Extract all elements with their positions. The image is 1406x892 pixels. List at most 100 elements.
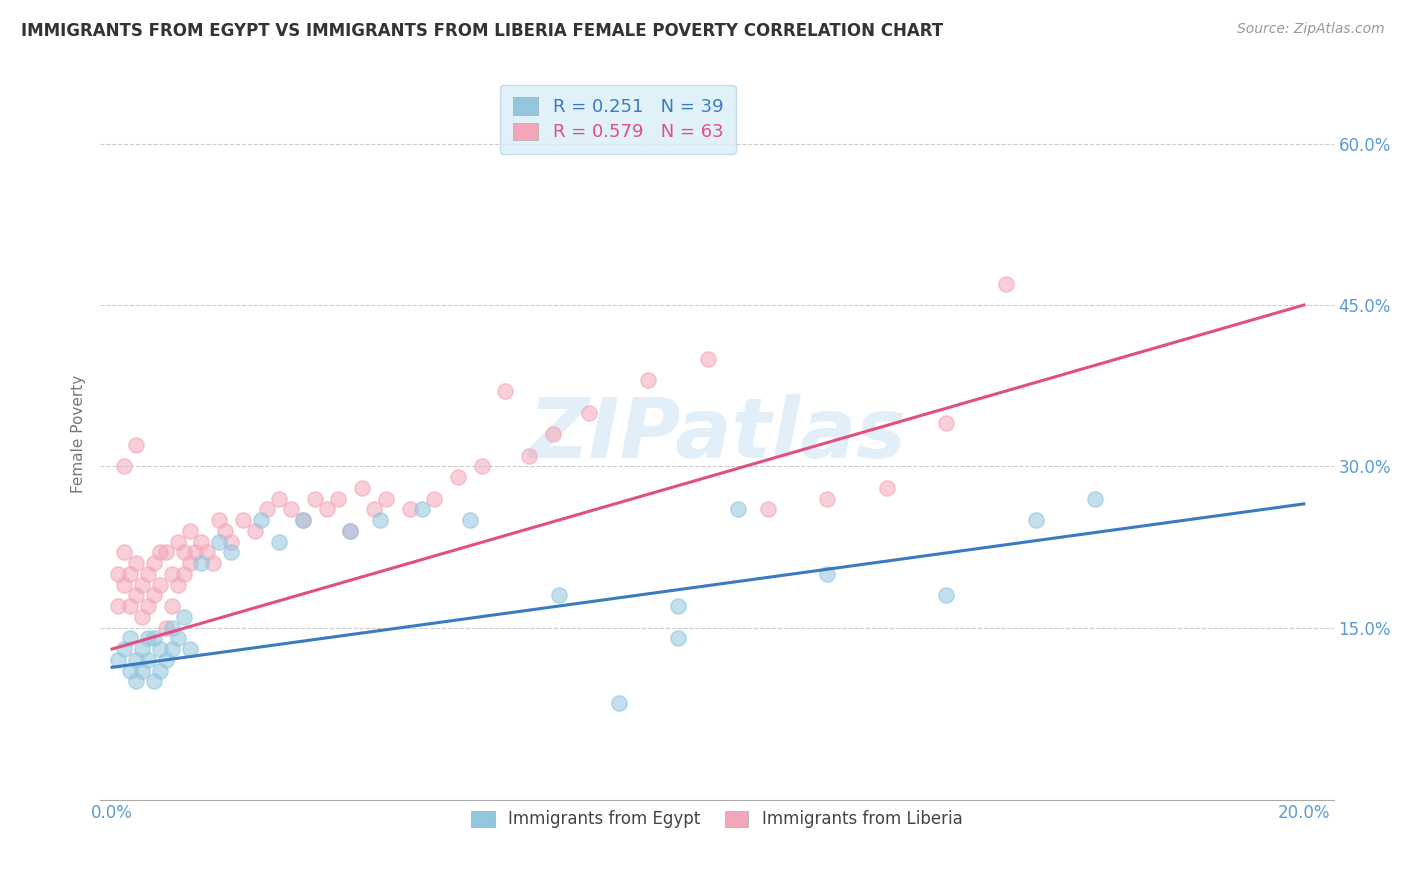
- Point: [202, 556, 225, 570]
- Point: [160, 599, 183, 613]
- Point: [131, 664, 153, 678]
- Point: [136, 653, 159, 667]
- Text: Source: ZipAtlas.com: Source: ZipAtlas.com: [1237, 22, 1385, 37]
- Point: [458, 513, 481, 527]
- Point: [112, 545, 135, 559]
- Point: [637, 373, 659, 387]
- Legend: Immigrants from Egypt, Immigrants from Liberia: Immigrants from Egypt, Immigrants from L…: [464, 804, 969, 835]
- Point: [756, 502, 779, 516]
- Point: [363, 502, 385, 516]
- Point: [208, 513, 231, 527]
- Point: [339, 524, 361, 538]
- Point: [494, 384, 516, 398]
- Point: [697, 351, 720, 366]
- Point: [112, 642, 135, 657]
- Point: [876, 481, 898, 495]
- Point: [935, 417, 957, 431]
- Point: [368, 513, 391, 527]
- Point: [131, 642, 153, 657]
- Text: ZIPatlas: ZIPatlas: [527, 393, 905, 475]
- Point: [232, 513, 254, 527]
- Point: [107, 566, 129, 581]
- Point: [815, 491, 838, 506]
- Point: [399, 502, 422, 516]
- Point: [280, 502, 302, 516]
- Y-axis label: Female Poverty: Female Poverty: [72, 375, 86, 493]
- Point: [541, 427, 564, 442]
- Point: [267, 534, 290, 549]
- Point: [214, 524, 236, 538]
- Point: [173, 609, 195, 624]
- Point: [107, 599, 129, 613]
- Point: [935, 588, 957, 602]
- Point: [142, 556, 165, 570]
- Point: [447, 470, 470, 484]
- Point: [304, 491, 326, 506]
- Point: [179, 642, 201, 657]
- Point: [173, 566, 195, 581]
- Point: [155, 653, 177, 667]
- Point: [166, 632, 188, 646]
- Point: [155, 545, 177, 559]
- Point: [328, 491, 350, 506]
- Point: [136, 632, 159, 646]
- Point: [517, 449, 540, 463]
- Point: [149, 577, 172, 591]
- Point: [411, 502, 433, 516]
- Point: [339, 524, 361, 538]
- Point: [666, 599, 689, 613]
- Point: [548, 588, 571, 602]
- Point: [118, 664, 141, 678]
- Point: [315, 502, 337, 516]
- Point: [149, 642, 172, 657]
- Point: [142, 632, 165, 646]
- Point: [173, 545, 195, 559]
- Point: [107, 653, 129, 667]
- Point: [197, 545, 219, 559]
- Point: [267, 491, 290, 506]
- Point: [815, 566, 838, 581]
- Point: [166, 534, 188, 549]
- Point: [578, 405, 600, 419]
- Point: [250, 513, 273, 527]
- Point: [219, 545, 242, 559]
- Point: [666, 632, 689, 646]
- Point: [125, 588, 148, 602]
- Point: [142, 588, 165, 602]
- Point: [352, 481, 374, 495]
- Point: [112, 459, 135, 474]
- Point: [125, 653, 148, 667]
- Point: [179, 556, 201, 570]
- Point: [131, 577, 153, 591]
- Point: [160, 642, 183, 657]
- Point: [607, 696, 630, 710]
- Point: [375, 491, 398, 506]
- Point: [112, 577, 135, 591]
- Point: [149, 664, 172, 678]
- Point: [1084, 491, 1107, 506]
- Text: IMMIGRANTS FROM EGYPT VS IMMIGRANTS FROM LIBERIA FEMALE POVERTY CORRELATION CHAR: IMMIGRANTS FROM EGYPT VS IMMIGRANTS FROM…: [21, 22, 943, 40]
- Point: [190, 556, 212, 570]
- Point: [155, 621, 177, 635]
- Point: [131, 609, 153, 624]
- Point: [291, 513, 314, 527]
- Point: [160, 566, 183, 581]
- Point: [219, 534, 242, 549]
- Point: [243, 524, 266, 538]
- Point: [291, 513, 314, 527]
- Point: [1025, 513, 1047, 527]
- Point: [208, 534, 231, 549]
- Point: [125, 674, 148, 689]
- Point: [727, 502, 749, 516]
- Point: [125, 438, 148, 452]
- Point: [136, 599, 159, 613]
- Point: [118, 599, 141, 613]
- Point: [994, 277, 1017, 291]
- Point: [118, 566, 141, 581]
- Point: [190, 534, 212, 549]
- Point: [142, 674, 165, 689]
- Point: [256, 502, 278, 516]
- Point: [184, 545, 207, 559]
- Point: [125, 556, 148, 570]
- Point: [149, 545, 172, 559]
